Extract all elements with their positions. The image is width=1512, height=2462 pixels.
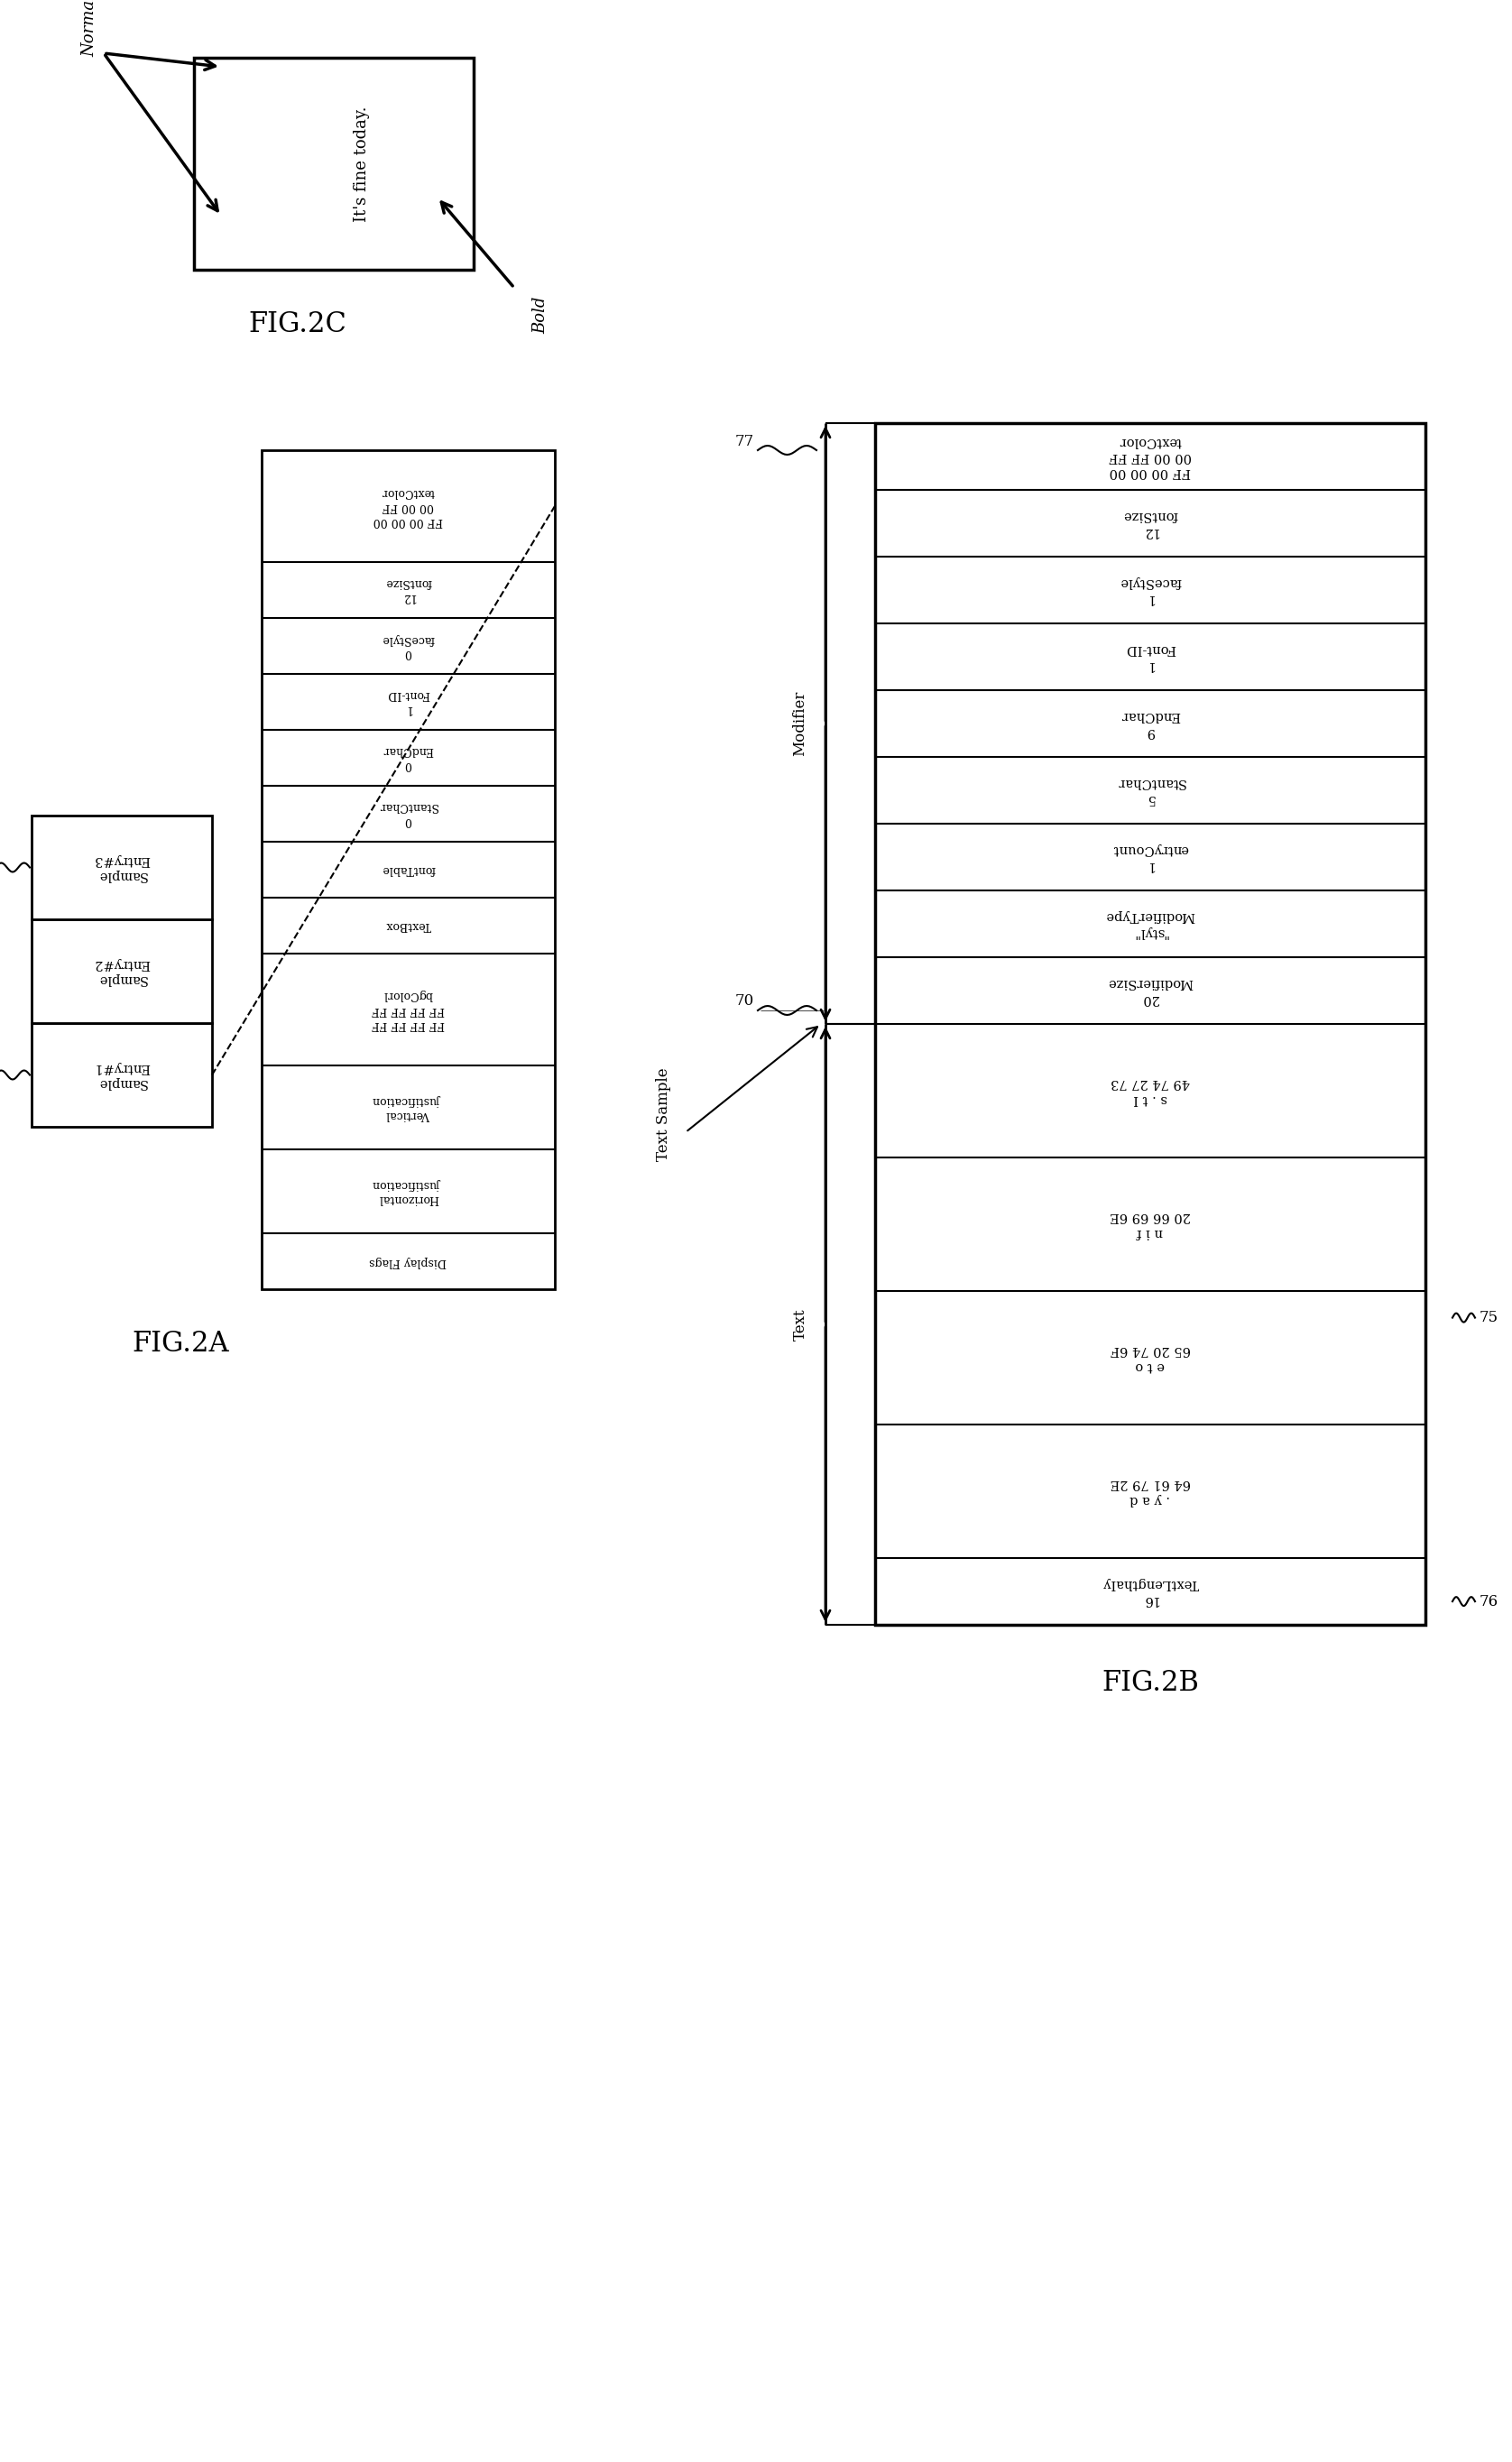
Text: FIG.2A: FIG.2A [132,1329,228,1357]
Text: 76: 76 [1480,1593,1498,1610]
Text: Text Sample: Text Sample [655,1069,671,1162]
Text: n i f
20 66 69 6E: n i f 20 66 69 6E [1110,1211,1191,1238]
Text: "styl"
ModifierType: "styl" ModifierType [1105,908,1194,938]
Text: FF 00 00 00
00 00 FF FF
textColor: FF 00 00 00 00 00 FF FF textColor [1108,436,1191,478]
Text: 0
EndChar: 0 EndChar [383,744,434,771]
Text: 75: 75 [1480,1310,1498,1325]
Text: 12
fontSize: 12 fontSize [1123,510,1178,537]
Text: It's fine today.: It's fine today. [354,106,370,222]
Text: FF FF FF FF
FF FF FF FF
bgColorl: FF FF FF FF FF FF FF FF bgColorl [372,990,445,1029]
Bar [262,451,555,1290]
Text: . y a d
64 61 79 2E: . y a d 64 61 79 2E [1110,1477,1190,1504]
Text: Horizontal
justification: Horizontal justification [375,1179,442,1204]
Text: Vertical
justification: Vertical justification [375,1093,442,1120]
Text: TextBox: TextBox [386,921,431,931]
Text: 5
StantChar: 5 StantChar [1116,776,1185,805]
Text: Text: Text [792,1307,807,1339]
Text: e t o
65 20 74 6F: e t o 65 20 74 6F [1110,1344,1190,1371]
Bar [875,423,1426,1625]
Text: 1
entryCount: 1 entryCount [1113,842,1188,872]
Text: 0
StantChar: 0 StantChar [380,800,437,827]
Text: 20
ModifierSize: 20 ModifierSize [1107,977,1193,1004]
Text: FIG.2B: FIG.2B [1102,1669,1199,1696]
Text: Modifier: Modifier [792,692,807,756]
Text: Display Flags: Display Flags [369,1256,448,1268]
Text: Bold: Bold [532,295,549,332]
Text: FF 00 00 00
00 00 FF
textColor: FF 00 00 00 00 00 FF textColor [373,485,443,527]
Text: FIG.2C: FIG.2C [248,310,346,337]
Text: 9
EndChar: 9 EndChar [1120,709,1179,739]
Text: Sample
Entry#3: Sample Entry#3 [94,854,150,881]
Bar [194,57,473,271]
Bar [32,918,212,1024]
Text: 16
TextLengthaIy: 16 TextLengthaIy [1102,1578,1199,1605]
Text: fontTable: fontTable [381,864,435,876]
Text: Normal: Normal [82,0,97,57]
Bar [32,1024,212,1128]
Text: 70: 70 [735,995,754,1009]
Text: 0
faceStyle: 0 faceStyle [383,633,434,660]
Text: 1
Font-ID: 1 Font-ID [1125,643,1175,670]
Text: 12
fontSize: 12 fontSize [386,576,431,603]
Text: 1
Font-ID: 1 Font-ID [387,689,429,714]
Text: Sample
Entry#2: Sample Entry#2 [94,958,150,985]
Text: s . t I
49 74 27 73: s . t I 49 74 27 73 [1110,1076,1190,1105]
Bar [32,815,212,918]
Text: 77: 77 [735,433,754,448]
Text: Sample
Entry#1: Sample Entry#1 [94,1061,150,1088]
Text: 1
faceStyle: 1 faceStyle [1119,576,1181,603]
